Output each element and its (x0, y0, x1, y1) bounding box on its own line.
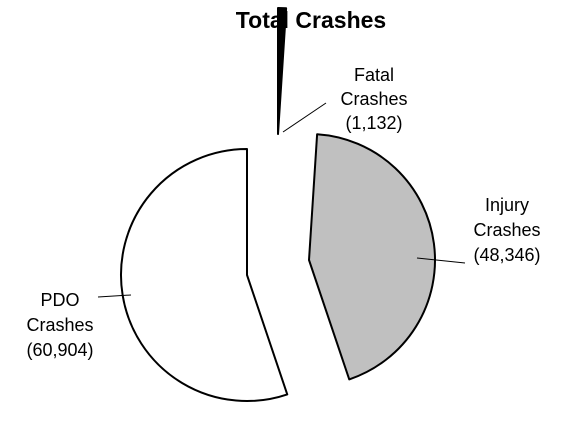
slice-value-fatal: (1,132) (345, 113, 402, 133)
leader-line-injury (416, 257, 466, 264)
pie-slice-pdo (120, 148, 289, 402)
slice-value-injury: (48,346) (473, 245, 540, 265)
slice-label-fatal-line2: Crashes (340, 89, 407, 109)
slice-label-injury-line2: Crashes (473, 220, 540, 240)
leader-line-fatal (282, 102, 327, 133)
slices-group (120, 7, 436, 402)
slice-value-pdo: (60,904) (26, 340, 93, 360)
slice-label-injury-line1: Injury (485, 195, 529, 215)
leader-line-pdo (97, 294, 132, 298)
pie-slice-fatal (277, 7, 288, 135)
slice-label-pdo-line2: Crashes (26, 315, 93, 335)
slice-label-fatal-line1: Fatal (354, 65, 394, 85)
pie-slice-injury (308, 133, 436, 381)
chart-title: Total Crashes (236, 7, 386, 33)
slice-label-pdo-line1: PDO (40, 290, 79, 310)
